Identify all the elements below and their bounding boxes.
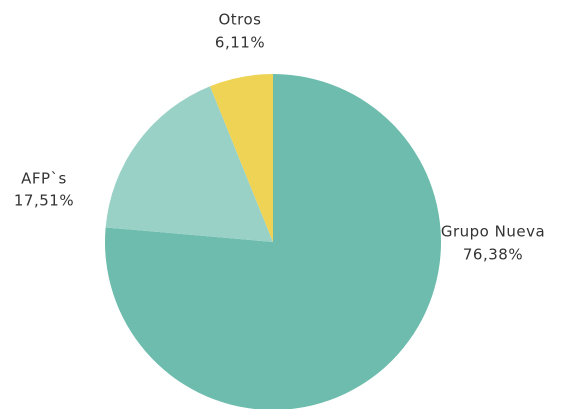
slice-label-name: Otros [218,11,261,29]
pie-slice [210,74,273,242]
pie-slice [105,86,274,242]
slice-label-name: AFP`s [21,170,67,188]
slice-label-name: Grupo Nueva [441,223,545,241]
slice-label-value: 6,11% [215,34,265,52]
slice-label-value: 76,38% [463,246,523,264]
slice-label-value: 17,51% [14,192,74,210]
pie-slice [105,74,441,409]
